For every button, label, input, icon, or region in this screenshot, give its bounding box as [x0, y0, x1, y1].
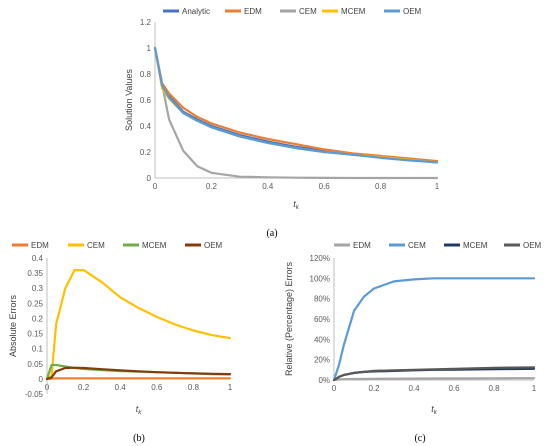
panel-label: (b): [133, 433, 145, 444]
series-line-cem: [332, 277, 536, 382]
y-tick-label: 60%: [314, 315, 330, 324]
legend-label-edm: EDM: [353, 241, 371, 250]
x-tick-label: 1: [435, 182, 440, 191]
x-tick-label: 0.2: [206, 182, 218, 191]
legend-label-mcem: MCEM: [341, 7, 366, 16]
chart-c: EDM CEM MCEM OEM 0% 20% 40% 60% 80% 100% 120% 0 0.2 0…: [284, 241, 542, 444]
legend-label-oem: OEM: [204, 241, 223, 250]
x-tick-label: 1: [228, 383, 233, 392]
y-tick-label: 0: [39, 375, 44, 384]
y-tick-label: 40%: [314, 335, 330, 344]
y-tick-label: 120%: [310, 254, 330, 263]
x-tick-label: 1: [532, 384, 537, 393]
y-tick-label: 0: [147, 174, 152, 183]
y-tick-label: 0.2: [32, 314, 44, 323]
y-tick-label: 20%: [314, 356, 330, 365]
y-tick-label: 0.15: [27, 330, 43, 339]
y-tick-label: 0.35: [27, 269, 43, 278]
legend-label-analytic: Analytic: [182, 7, 210, 16]
x-tick-label: 0: [332, 384, 337, 393]
legend-label-oem: OEM: [523, 241, 542, 250]
series-line-edm: [45, 377, 232, 380]
legend-label-cem: CEM: [299, 7, 317, 16]
chart-a: Analytic EDM CEM MCEM OEM 0 0.2 0.4 0.6 0.8 1 1.2 0 0…: [124, 7, 440, 239]
series-line-edm: [332, 377, 536, 382]
legend-label-edm: EDM: [31, 241, 49, 250]
y-tick-label: 0.05: [27, 360, 43, 369]
x-tick-label: 0.6: [448, 384, 460, 393]
x-tick-label: 0.8: [488, 384, 500, 393]
x-tick-label: 0.6: [319, 182, 331, 191]
series-line-oem: [332, 366, 536, 382]
chart-b: EDM CEM MCEM OEM -0.05 0 0.05 0.1 0.15 0.2 0.25 0.3…: [8, 241, 233, 444]
series-line-oem: [45, 366, 232, 380]
legend-label-mcem: MCEM: [463, 241, 488, 250]
x-tick-label: 0.4: [408, 384, 420, 393]
legend-label-cem: CEM: [87, 241, 105, 250]
x-tick-label: 0.8: [188, 383, 200, 392]
y-tick-label: 0.3: [32, 284, 44, 293]
y-tick-label: 100%: [310, 274, 330, 283]
x-axis-label: tk: [293, 199, 300, 211]
y-tick-label: 0.1: [32, 345, 44, 354]
legend-label-cem: CEM: [408, 241, 426, 250]
y-tick-label: 1: [147, 44, 152, 53]
x-tick-label: 0: [153, 182, 158, 191]
x-tick-label: 0.2: [368, 384, 380, 393]
series-line-edm: [153, 46, 439, 163]
y-axis-label: Solution Values: [124, 69, 134, 131]
x-tick-label: 0.6: [151, 383, 163, 392]
y-tick-label: 0.4: [140, 122, 152, 131]
y-tick-label: 0.6: [140, 96, 152, 105]
y-tick-label: 0.2: [140, 148, 152, 157]
panel-label: (a): [266, 228, 277, 239]
y-tick-label: 0.25: [27, 299, 43, 308]
x-tick-label: 0.4: [115, 383, 127, 392]
y-tick-label: 0.4: [32, 254, 44, 263]
legend-label-edm: EDM: [244, 7, 262, 16]
y-tick-label: 0.8: [140, 70, 152, 79]
y-tick-label: -0.05: [25, 390, 44, 399]
series-line-oem: [153, 46, 439, 164]
series-line-cem: [45, 269, 232, 380]
x-axis-label: tk: [431, 404, 438, 416]
y-tick-label: 80%: [314, 295, 330, 304]
legend-label-mcem: MCEM: [142, 241, 167, 250]
panel-label: (c): [414, 433, 425, 444]
x-tick-label: 0.4: [262, 182, 274, 191]
legend-label-oem: OEM: [403, 7, 422, 16]
x-axis-label: tk: [136, 404, 143, 416]
x-tick-label: 0.8: [375, 182, 387, 191]
x-tick-label: 0.2: [78, 383, 90, 392]
y-tick-label: 1.2: [140, 18, 152, 27]
y-axis-label: Relative (Percentage) Errors: [284, 261, 294, 376]
y-axis-label: Absolute Errors: [8, 294, 18, 357]
series-line-cem: [153, 46, 439, 180]
y-tick-label: 0%: [318, 376, 330, 385]
